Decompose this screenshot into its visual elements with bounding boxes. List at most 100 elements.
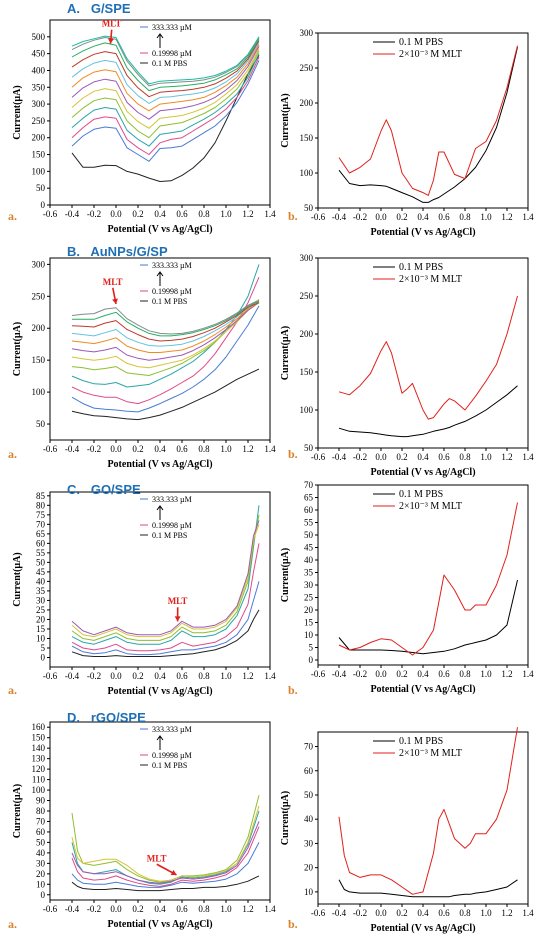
x-tick-label: 1.0 [480, 669, 492, 679]
x-tick-label: 0.8 [459, 908, 471, 918]
legend-label: 2×10⁻³ M MLT [399, 748, 462, 759]
concentration-arrow [156, 735, 164, 750]
series-line-2 [71, 543, 260, 652]
y-tick-label: 40 [304, 814, 314, 824]
series-line-0-1-m-pbs [338, 385, 518, 438]
y-tick-label: 300 [300, 253, 314, 263]
legend-label: 2×10⁻³ M MLT [399, 49, 462, 60]
x-tick-label: 0.8 [198, 904, 210, 914]
panel-letter: a. [8, 683, 17, 697]
x-axis-label: Potential (V vs Ag/AgCl) [107, 686, 212, 697]
x-tick-label: -0.4 [332, 908, 347, 918]
x-tick-label: 1.4 [522, 452, 534, 462]
series-line-4 [71, 795, 260, 883]
series-line-10 [72, 300, 260, 337]
series-line-0 [71, 609, 260, 657]
mlt-annotation: MLT [168, 596, 188, 606]
x-tick-label: 0.6 [176, 209, 188, 219]
y-tick-label: 500 [32, 32, 46, 42]
plot-frame [317, 257, 529, 449]
series-line-3 [71, 505, 260, 645]
x-tick-label: 1.4 [522, 908, 534, 918]
x-tick-label: -0.4 [65, 904, 80, 914]
x-tick-label: -0.6 [311, 452, 326, 462]
x-tick-label: 0.2 [396, 669, 407, 679]
x-tick-label: 0.4 [154, 904, 166, 914]
y-axis-label: Current(µA) [280, 791, 291, 845]
series-line-5 [71, 524, 260, 638]
x-tick-label: -0.6 [43, 904, 58, 914]
series-line-2-10-m-mlt [338, 502, 518, 656]
y-tick-label: 450 [32, 49, 46, 59]
series-line-5 [71, 805, 260, 882]
x-tick-label: 1.2 [242, 444, 253, 454]
y-axis-label: Current(µA) [280, 548, 291, 602]
y-tick-label: 50 [304, 530, 314, 540]
y-tick-label: 100 [300, 405, 314, 415]
series-line-6 [71, 302, 260, 361]
y-tick-label: 100 [32, 166, 46, 176]
x-tick-label: -0.4 [65, 444, 80, 454]
series-line-5 [71, 48, 260, 129]
y-tick-label: 55 [304, 518, 314, 528]
y-tick-label: 5 [41, 643, 46, 653]
y-axis-label: Current(µA) [12, 85, 23, 139]
y-tick-label: 25 [36, 605, 46, 615]
y-tick-label: 60 [304, 766, 314, 776]
x-tick-label: 1.2 [501, 452, 512, 462]
chart-D-a: -0.6 -0.4 -0.2 0.0 0.2 0.4 0.6 0.8 1.0 1.2 1.4 0102… [8, 710, 276, 931]
x-tick-label: 0.6 [438, 452, 450, 462]
y-tick-label: 300 [32, 259, 46, 269]
x-tick-label: 1.2 [501, 908, 512, 918]
series-line-2 [71, 56, 260, 155]
series-line-8 [71, 302, 260, 347]
legend-label: 0.19998 µM [152, 751, 192, 760]
y-tick-label: 150 [300, 367, 314, 377]
mlt-annotation: MLT [147, 853, 167, 863]
concentration-arrow [156, 271, 164, 286]
y-tick-label: 0 [41, 652, 46, 662]
legend-label: 333.333 µM [152, 495, 192, 504]
x-axis-label: Potential (V vs Ag/AgCl) [370, 227, 475, 238]
x-tick-label: 0.6 [176, 444, 188, 454]
y-tick-label: 200 [32, 323, 46, 333]
series-line-7 [71, 43, 260, 112]
y-tick-label: 45 [36, 567, 46, 577]
series-line-3 [71, 53, 260, 147]
series-line-2-10-m-mlt [338, 295, 518, 420]
y-tick-label: 50 [36, 183, 46, 193]
x-tick-label: 0.2 [132, 904, 143, 914]
x-tick-label: 0.0 [375, 669, 387, 679]
y-tick-label: 15 [36, 624, 46, 634]
x-tick-label: -0.2 [353, 452, 367, 462]
series-line-6 [71, 821, 260, 884]
chart-A-a: -0.6 -0.4 -0.2 0.0 0.2 0.4 0.6 0.8 1.0 1.2 1.4 0 50 1… [8, 1, 276, 235]
x-axis-label: Potential (V vs Ag/AgCl) [370, 467, 475, 478]
legend-label: 0.1 M PBS [399, 37, 443, 48]
y-tick-label: 40 [304, 555, 314, 565]
y-tick-label: 150 [32, 355, 46, 365]
chart-C-b: -0.6 -0.4 -0.2 0.0 0.2 0.4 0.6 0.8 1.0 1.2 1.4 0 5 10… [280, 480, 534, 697]
x-tick-label: 1.4 [264, 209, 276, 219]
y-tick-label: 200 [300, 98, 314, 108]
x-tick-label: -0.2 [87, 444, 101, 454]
x-tick-label: 0.2 [132, 671, 143, 681]
y-tick-label: 20 [36, 614, 46, 624]
legend-label: 0.1 M PBS [399, 489, 443, 500]
y-tick-label: 40 [36, 576, 46, 586]
plot-frame [317, 484, 529, 666]
y-tick-label: 25 [304, 593, 314, 603]
y-tick-label: 15 [304, 618, 314, 628]
y-tick-label: 60 [36, 538, 46, 548]
x-axis-label: Potential (V vs Ag/AgCl) [107, 919, 212, 930]
y-tick-label: 20 [304, 863, 314, 873]
x-tick-label: 1.0 [220, 444, 232, 454]
y-tick-label: 50 [36, 419, 46, 429]
x-tick-label: 1.0 [480, 452, 492, 462]
series-line-0-1-m-pbs [338, 879, 518, 898]
chart-A-b: -0.6 -0.4 -0.2 0.0 0.2 0.4 0.6 0.8 1.0 1.2 1.4 50 10… [280, 28, 534, 238]
x-tick-label: 0.4 [417, 908, 429, 918]
y-axis-label: Current(µA) [12, 784, 23, 838]
x-tick-label: -0.2 [353, 212, 367, 222]
